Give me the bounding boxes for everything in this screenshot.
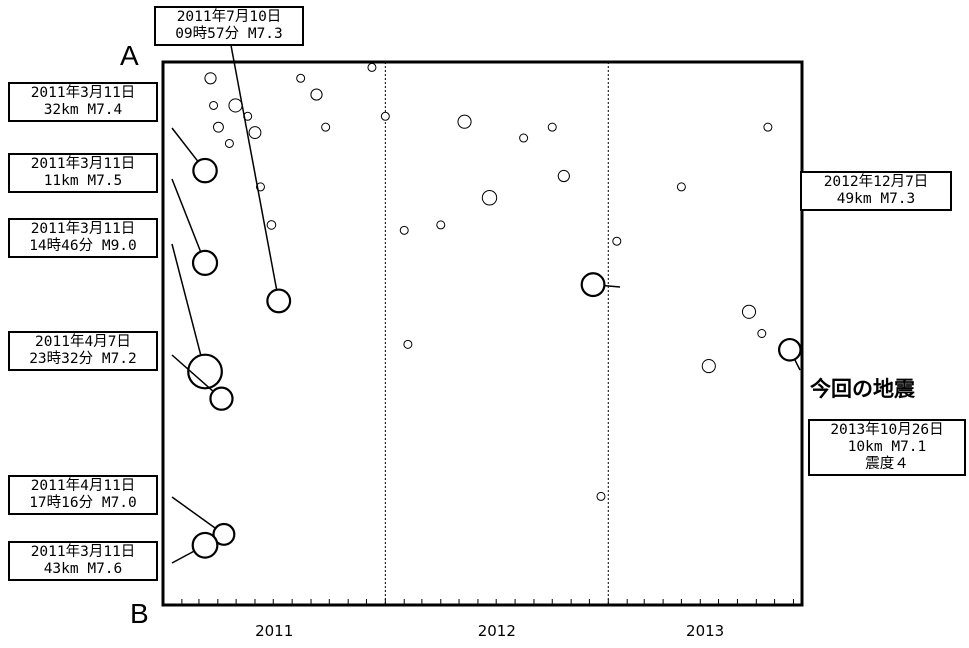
earthquake-point <box>436 220 446 230</box>
earthquake-point <box>676 182 686 192</box>
callout-2013-10-26: 2013年10月26日 10km M7.1 震度４ <box>808 419 966 476</box>
earthquake-point <box>457 114 472 129</box>
major-earthquake-point <box>187 353 223 390</box>
earthquake-point <box>248 126 262 140</box>
major-earthquake-point <box>777 337 802 362</box>
earthquake-point <box>296 73 306 83</box>
earthquake-point <box>481 190 498 206</box>
earthquake-point <box>757 329 767 338</box>
section-label-b: B <box>130 598 149 629</box>
earthquake-point <box>399 225 409 235</box>
callout-2011-04-07: 2011年4月7日 23時32分 M7.2 <box>8 331 158 371</box>
earthquake-point <box>612 236 622 246</box>
earthquake-point <box>380 111 390 121</box>
earthquake-point <box>212 121 224 133</box>
callout-2011-03-11-m9: 2011年3月11日 14時46分 M9.0 <box>8 218 158 258</box>
major-earthquake-point <box>192 157 218 184</box>
earthquake-point <box>547 122 557 132</box>
earthquake-point <box>519 133 529 143</box>
major-earthquake-point <box>191 531 219 559</box>
earthquake-point <box>701 359 716 374</box>
x-tick-label: 2013 <box>686 622 724 640</box>
major-earthquake-point <box>212 522 236 546</box>
callout-2012-12-07: 2012年12月7日 49km M7.3 <box>800 171 952 211</box>
earthquake-point <box>557 169 570 183</box>
callout-2011-03-11-43km: 2011年3月11日 43km M7.6 <box>8 541 158 581</box>
callout-2011-04-11: 2011年4月11日 17時16分 M7.0 <box>8 475 158 515</box>
earthquake-point <box>266 220 277 230</box>
earthquake-point <box>321 122 331 132</box>
earthquake-point <box>596 491 606 501</box>
callout-2011-07-10: 2011年7月10日 09時57分 M7.3 <box>154 6 304 46</box>
earthquake-point <box>209 100 219 110</box>
callout-leader-line <box>171 178 206 264</box>
callout-2011-03-11-32km: 2011年3月11日 32km M7.4 <box>8 82 158 122</box>
earthquake-point <box>763 122 773 132</box>
earthquake-point <box>204 72 217 85</box>
major-earthquake-point <box>191 249 219 277</box>
major-earthquake-point <box>580 272 606 298</box>
major-earthquake-point <box>266 288 292 314</box>
earthquake-point <box>228 98 243 113</box>
earthquake-point <box>741 304 757 319</box>
callout-2011-03-11-11km: 2011年3月11日 11km M7.5 <box>8 153 158 193</box>
earthquake-point <box>224 138 234 148</box>
x-tick-label: 2011 <box>255 622 293 640</box>
section-label-a: A <box>120 40 139 71</box>
this-earthquake-label: 今回の地震 <box>810 377 915 401</box>
callout-leader-line <box>171 243 206 372</box>
earthquake-point <box>403 339 413 349</box>
earthquake-point <box>310 88 323 101</box>
plot-frame <box>161 60 804 607</box>
x-tick-label: 2012 <box>478 622 516 640</box>
major-earthquake-point <box>209 386 234 411</box>
callout-leader-line <box>229 39 280 302</box>
earthquake-point <box>367 62 377 72</box>
